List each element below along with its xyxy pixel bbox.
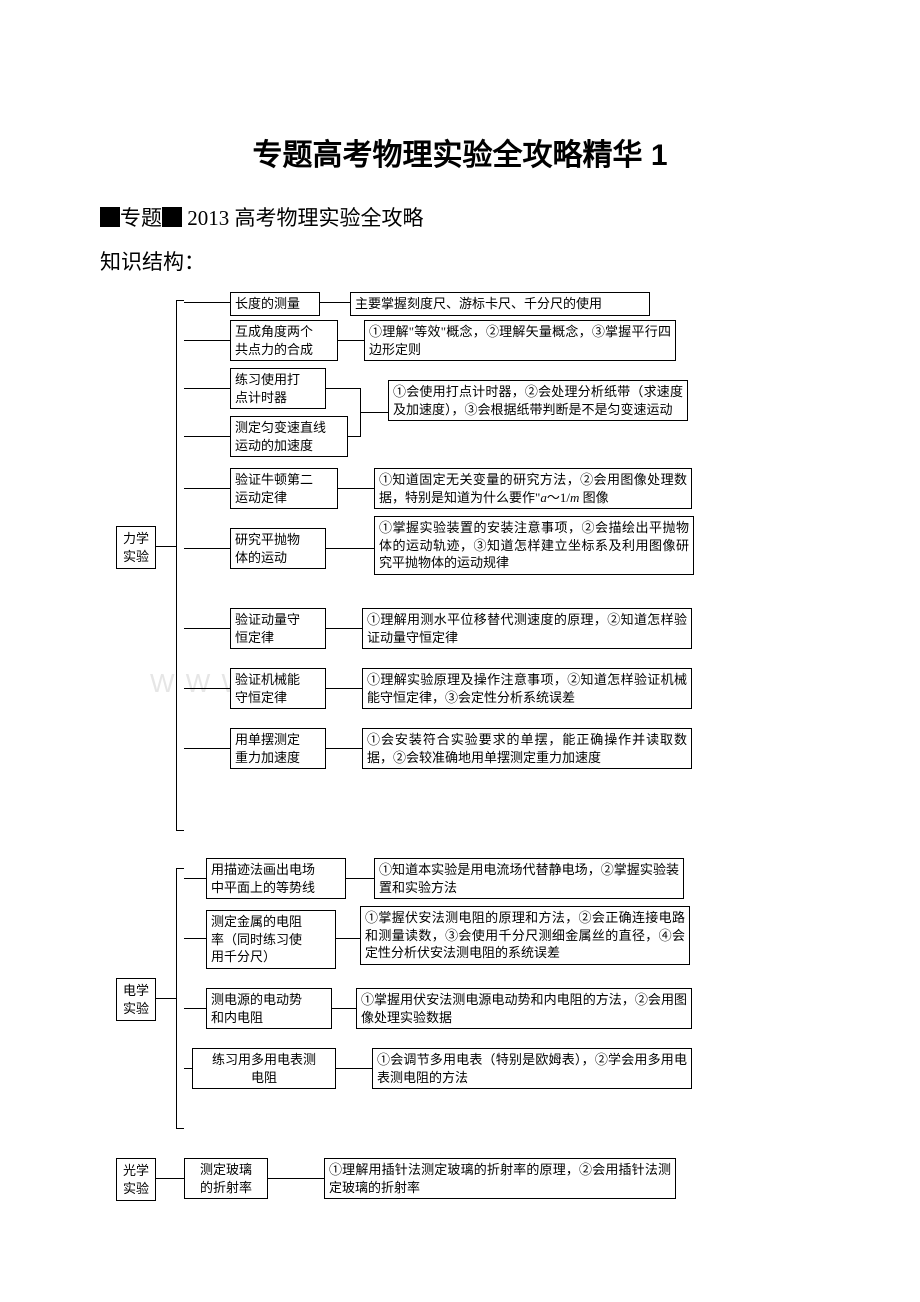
node-timer: 练习使用打 点计时器 — [230, 368, 326, 409]
desc-resistivity: ①掌握伏安法测电阻的原理和方法，②会正确连接电路和测量读数，③会使用千分尺测细金… — [360, 906, 690, 965]
connector — [184, 938, 206, 939]
cat-opt: 光学 实验 — [116, 1158, 156, 1201]
cat-mech: 力学 实验 — [116, 526, 156, 569]
connector — [184, 388, 230, 389]
d5e: 图像 — [579, 490, 608, 505]
connector — [184, 1068, 192, 1069]
node-pendulum: 用单摆测定 重力加速度 — [230, 728, 326, 769]
bracket-line — [176, 830, 184, 831]
connector — [336, 938, 360, 939]
desc-pendulum: ①会安装符合实验要求的单摆，能正确操作并读取数据，②会较准确地用单摆测定重力加速… — [362, 728, 692, 769]
square-icon — [100, 207, 120, 227]
diagram: W W W 力学 实验 电学 实验 光学 实验 长度的测量 主要掌握刻度尺、游标… — [100, 288, 820, 1208]
connector — [184, 878, 206, 879]
connector — [338, 340, 364, 341]
connector — [326, 388, 360, 389]
connector — [184, 488, 230, 489]
connector — [346, 878, 374, 879]
connector — [332, 1008, 356, 1009]
bracket-line — [156, 546, 176, 547]
desc-projectile: ①掌握实验装置的安装注意事项，②会描绘出平抛物体的运动轨迹，③知道怎样建立坐标系… — [374, 516, 694, 575]
d5d: m — [570, 490, 579, 505]
d5a: ①知道固定无关变量的研究方法，②会用图像处理数据，特别是知道为什么要作" — [379, 472, 687, 505]
connector — [338, 488, 374, 489]
section-label: 知识结构： — [100, 246, 820, 276]
desc-newton: ①知道固定无关变量的研究方法，②会用图像处理数据，特别是知道为什么要作"a～1/… — [374, 468, 692, 509]
d5c: ～1/ — [547, 490, 570, 505]
desc-emf: ①掌握用伏安法测电源电动势和内电阻的方法，②会用图像处理实验数据 — [356, 988, 692, 1029]
connector — [326, 688, 362, 689]
bracket-line — [176, 300, 177, 830]
connector — [326, 748, 362, 749]
bracket-line — [156, 998, 176, 999]
connector — [326, 548, 374, 549]
connector — [184, 1008, 206, 1009]
desc-momentum: ①理解用测水平位移替代测速度的原理，②知道怎样验证动量守恒定律 — [362, 608, 692, 649]
subtitle-tail: 2013 高考物理实验全攻略 — [182, 206, 424, 230]
connector — [326, 628, 362, 629]
subtitle: 专题 2013 高考物理实验全攻略 — [100, 202, 820, 232]
node-equipotential: 用描迹法画出电场 中平面上的等势线 — [206, 858, 346, 899]
bracket-line — [176, 868, 177, 1128]
connector — [348, 436, 360, 437]
bracket-line — [176, 1128, 184, 1129]
connector — [184, 436, 230, 437]
node-accel: 测定匀变速直线 运动的加速度 — [230, 416, 348, 457]
subtitle-mid: 专题 — [120, 206, 162, 230]
bracket-line — [176, 868, 184, 869]
desc-multimeter: ①会调节多用电表（特别是欧姆表），②学会用多用电表测电阻的方法 — [372, 1048, 692, 1089]
connector — [184, 302, 230, 303]
connector — [184, 748, 230, 749]
node-projectile: 研究平抛物 体的运动 — [230, 528, 326, 569]
desc-length: 主要掌握刻度尺、游标卡尺、千分尺的使用 — [350, 292, 650, 316]
desc-equipotential: ①知道本实验是用电流场代替静电场，②掌握实验装置和实验方法 — [374, 858, 684, 899]
node-refraction: 测定玻璃 的折射率 — [184, 1158, 268, 1199]
connector — [320, 302, 350, 303]
desc-refraction: ①理解用插针法测定玻璃的折射率的原理，②会用插针法测定玻璃的折射率 — [324, 1158, 676, 1199]
desc-energy: ①理解实验原理及操作注意事项，②知道怎样验证机械能守恒定律，③会定性分析系统误差 — [362, 668, 692, 709]
node-resistivity: 测定金属的电阻 率（同时练习使 用千分尺） — [206, 910, 336, 969]
page-root: 专题高考物理实验全攻略精华 1 专题 2013 高考物理实验全攻略 知识结构： … — [0, 0, 920, 1268]
node-energy: 验证机械能 守恒定律 — [230, 668, 326, 709]
connector — [184, 548, 230, 549]
connector — [156, 1178, 184, 1179]
node-emf: 测电源的电动势 和内电阻 — [206, 988, 332, 1029]
bracket-line — [176, 300, 184, 301]
desc-force: ①理解"等效"概念，②理解矢量概念，③掌握平行四边形定则 — [364, 320, 676, 361]
connector — [184, 340, 230, 341]
connector — [336, 1068, 372, 1069]
connector — [184, 628, 230, 629]
page-title: 专题高考物理实验全攻略精华 1 — [100, 130, 820, 174]
node-momentum: 验证动量守 恒定律 — [230, 608, 326, 649]
node-length: 长度的测量 — [230, 292, 320, 316]
cat-elec: 电学 实验 — [116, 978, 156, 1021]
desc-timer: ①会使用打点计时器，②会处理分析纸带（求速度及加速度），③会根据纸带判断是不是匀… — [388, 380, 688, 421]
connector — [184, 688, 230, 689]
node-newton: 验证牛顿第二 运动定律 — [230, 468, 338, 509]
node-multimeter: 练习用多用电表测 电阻 — [192, 1048, 336, 1089]
square-icon — [162, 207, 182, 227]
connector — [268, 1178, 324, 1179]
node-force: 互成角度两个 共点力的合成 — [230, 320, 338, 361]
connector — [360, 412, 388, 413]
